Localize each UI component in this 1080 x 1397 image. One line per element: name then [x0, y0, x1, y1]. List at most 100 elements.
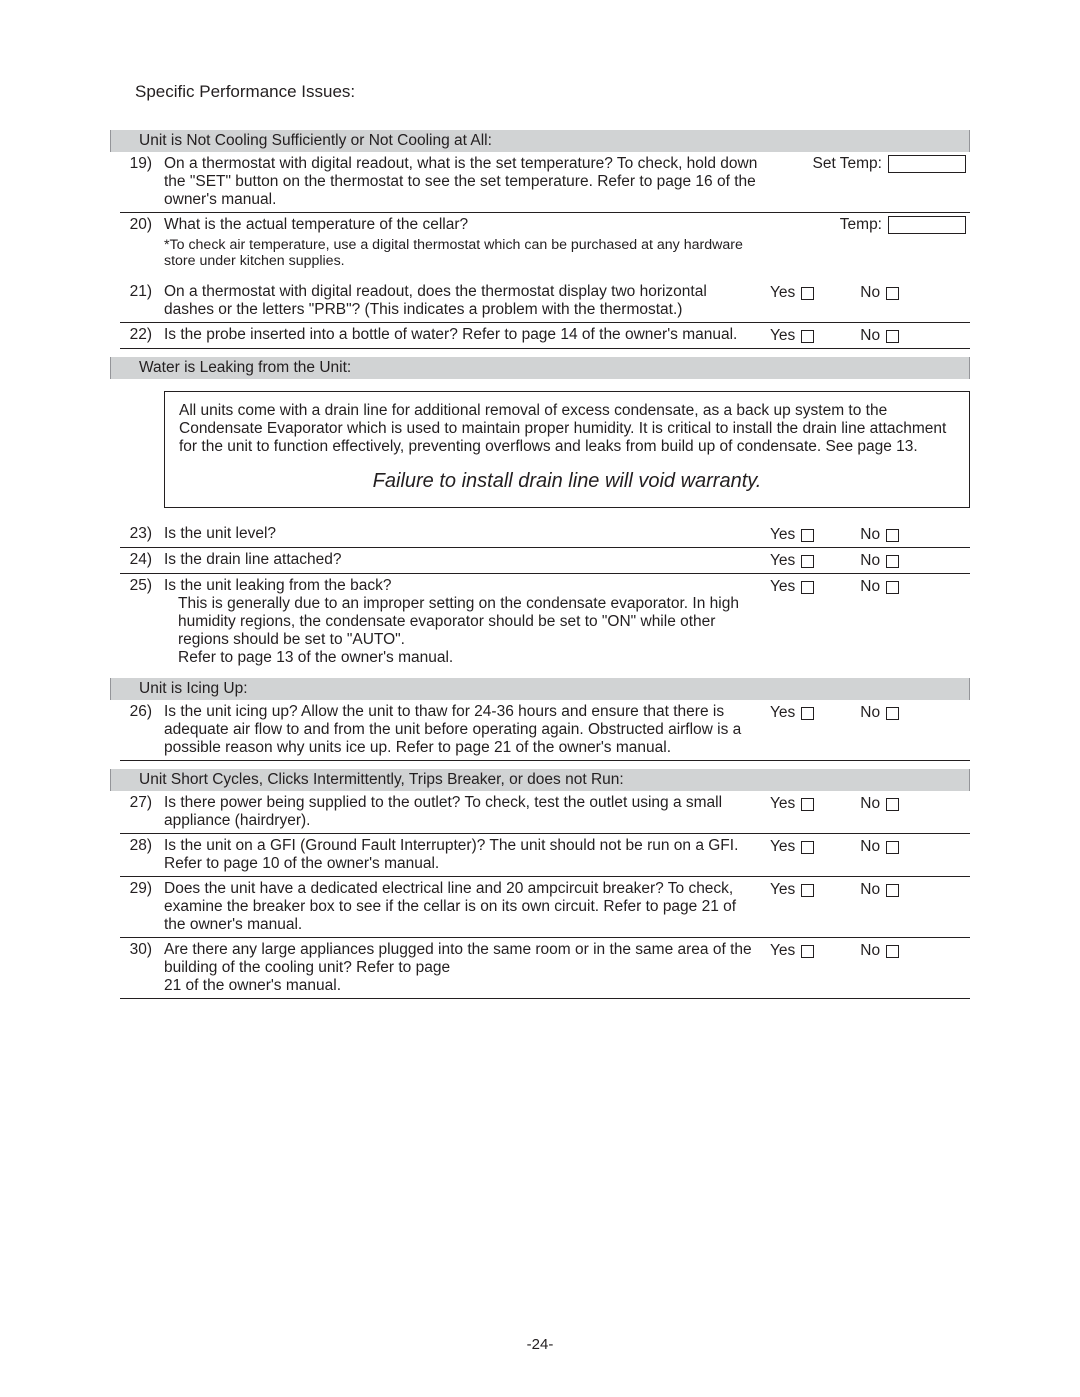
yes-label: Yes: [770, 942, 795, 960]
q-note: This is generally due to an improper set…: [164, 595, 760, 667]
q-number: 24): [120, 551, 164, 569]
no-label: No: [860, 327, 880, 345]
yes-checkbox[interactable]: [801, 707, 814, 720]
question-row-24: 24) Is the drain line attached? Yes No: [120, 548, 970, 574]
question-row-23: 23) Is the unit level? Yes No: [120, 522, 970, 548]
question-row-27: 27) Is there power being supplied to the…: [120, 791, 970, 834]
no-label: No: [860, 881, 880, 899]
callout-wrap: All units come with a drain line for add…: [164, 391, 970, 508]
q-main-text: What is the actual temperature of the ce…: [164, 216, 760, 234]
yes-label: Yes: [770, 881, 795, 899]
question-row-22: 22) Is the probe inserted into a bottle …: [120, 323, 970, 349]
q-text: On a thermostat with digital readout, wh…: [164, 155, 770, 209]
page-title: Specific Performance Issues:: [135, 82, 970, 102]
yes-label: Yes: [770, 526, 795, 544]
q-text: Does the unit have a dedicated electrica…: [164, 880, 770, 934]
yes-label: Yes: [770, 838, 795, 856]
q-number: 30): [120, 941, 164, 959]
yes-no-group: Yes No: [770, 703, 970, 722]
q-note: *To check air temperature, use a digital…: [164, 237, 760, 269]
no-label: No: [860, 284, 880, 302]
yes-label: Yes: [770, 552, 795, 570]
yes-no-group: Yes No: [770, 577, 970, 596]
no-checkbox[interactable]: [886, 330, 899, 343]
no-label: No: [860, 795, 880, 813]
yes-checkbox[interactable]: [801, 884, 814, 897]
yes-no-group: Yes No: [770, 794, 970, 813]
question-row-21: 21) On a thermostat with digital readout…: [120, 280, 970, 323]
q-text: On a thermostat with digital readout, do…: [164, 283, 770, 319]
q-text: Is the unit on a GFI (Ground Fault Inter…: [164, 837, 770, 873]
yes-label: Yes: [770, 327, 795, 345]
no-checkbox[interactable]: [886, 707, 899, 720]
no-label: No: [860, 704, 880, 722]
section-icing-header: Unit is Icing Up:: [110, 678, 970, 700]
q-number: 21): [120, 283, 164, 301]
section-cooling-header: Unit is Not Cooling Sufficiently or Not …: [110, 130, 970, 152]
yes-no-group: Yes No: [770, 326, 970, 345]
yes-no-group: Yes No: [770, 837, 970, 856]
q-text: Is the drain line attached?: [164, 551, 770, 569]
callout-emphasis: Failure to install drain line will void …: [179, 470, 955, 493]
q-number: 20): [120, 216, 164, 234]
q-number: 27): [120, 794, 164, 812]
q-number: 25): [120, 577, 164, 595]
yes-checkbox[interactable]: [801, 841, 814, 854]
yes-checkbox[interactable]: [801, 581, 814, 594]
no-checkbox[interactable]: [886, 529, 899, 542]
question-row-29: 29) Does the unit have a dedicated elect…: [120, 877, 970, 938]
no-checkbox[interactable]: [886, 798, 899, 811]
question-row-30: 30) Are there any large appliances plugg…: [120, 938, 970, 999]
yes-checkbox[interactable]: [801, 287, 814, 300]
temp-input[interactable]: [888, 216, 966, 234]
yes-no-group: Yes No: [770, 283, 970, 302]
no-label: No: [860, 578, 880, 596]
yes-no-group: Yes No: [770, 551, 970, 570]
no-checkbox[interactable]: [886, 287, 899, 300]
q-text: Is the unit level?: [164, 525, 770, 543]
yes-label: Yes: [770, 795, 795, 813]
question-row-25: 25) Is the unit leaking from the back? T…: [120, 574, 970, 670]
q-number: 23): [120, 525, 164, 543]
q-number: 29): [120, 880, 164, 898]
set-temp-label: Set Temp:: [812, 155, 882, 173]
no-checkbox[interactable]: [886, 581, 899, 594]
q-text: Are there any large appliances plugged i…: [164, 941, 770, 995]
yes-checkbox[interactable]: [801, 945, 814, 958]
question-row-28: 28) Is the unit on a GFI (Ground Fault I…: [120, 834, 970, 877]
no-label: No: [860, 526, 880, 544]
temp-label: Temp:: [840, 216, 882, 234]
no-checkbox[interactable]: [886, 945, 899, 958]
section-leaking-header: Water is Leaking from the Unit:: [110, 357, 970, 379]
yes-checkbox[interactable]: [801, 555, 814, 568]
question-row-20: 20) What is the actual temperature of th…: [120, 213, 970, 272]
yes-checkbox[interactable]: [801, 529, 814, 542]
answer-input-group: Temp:: [770, 216, 970, 234]
yes-checkbox[interactable]: [801, 798, 814, 811]
q-text: What is the actual temperature of the ce…: [164, 216, 770, 269]
yes-checkbox[interactable]: [801, 330, 814, 343]
q-number: 19): [120, 155, 164, 173]
q-text: Is there power being supplied to the out…: [164, 794, 770, 830]
q-number: 26): [120, 703, 164, 721]
q-text: Is the unit leaking from the back? This …: [164, 577, 770, 667]
yes-no-group: Yes No: [770, 525, 970, 544]
no-label: No: [860, 838, 880, 856]
set-temp-input[interactable]: [888, 155, 966, 173]
yes-label: Yes: [770, 704, 795, 722]
yes-label: Yes: [770, 578, 795, 596]
yes-no-group: Yes No: [770, 880, 970, 899]
section-short-header: Unit Short Cycles, Clicks Intermittently…: [110, 769, 970, 791]
no-checkbox[interactable]: [886, 841, 899, 854]
q-number: 22): [120, 326, 164, 344]
answer-input-group: Set Temp:: [770, 155, 970, 173]
q-text: Is the probe inserted into a bottle of w…: [164, 326, 770, 344]
no-checkbox[interactable]: [886, 555, 899, 568]
q-main-text: Is the unit leaking from the back?: [164, 577, 760, 595]
no-checkbox[interactable]: [886, 884, 899, 897]
page-number: -24-: [0, 1336, 1080, 1353]
warranty-callout: All units come with a drain line for add…: [164, 391, 970, 508]
no-label: No: [860, 552, 880, 570]
question-row-19: 19) On a thermostat with digital readout…: [120, 152, 970, 213]
yes-no-group: Yes No: [770, 941, 970, 960]
